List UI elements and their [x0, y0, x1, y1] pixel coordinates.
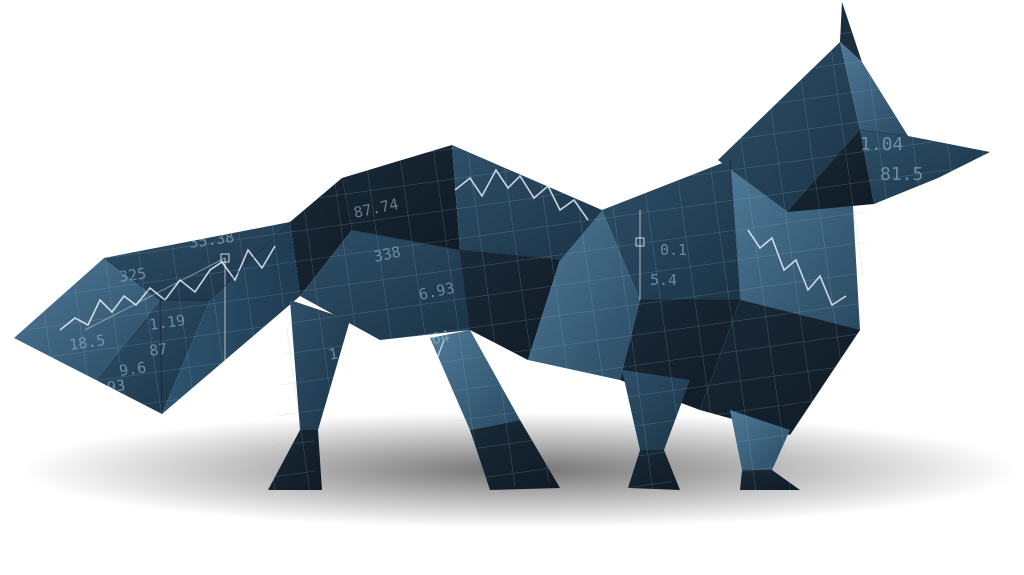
chart-connector-line: [84, 257, 226, 331]
ticker-number: 325: [118, 264, 147, 286]
ticker-number: 87: [148, 340, 168, 360]
ticker-number: 9.6: [118, 358, 147, 380]
stock-chart-line: [359, 339, 445, 421]
ticker-number: 338: [372, 243, 402, 266]
ticker-number: 18.5: [68, 331, 106, 354]
ticker-number: 5.4: [650, 271, 677, 289]
stock-chart-line: [59, 245, 276, 331]
stock-chart-line: [747, 229, 847, 307]
ticker-number: 0.1: [660, 241, 687, 259]
chart-marker-icon: [220, 253, 230, 263]
ticker-number: 1.19: [148, 311, 186, 334]
ticker-number: 1.04: [860, 134, 903, 155]
chart-marker-icon: [635, 237, 645, 247]
ticker-number: 2.77: [337, 371, 376, 396]
stock-chart-line: [454, 168, 589, 221]
fold-edges: [103, 129, 909, 415]
ticker-number: 81.5: [880, 164, 923, 185]
